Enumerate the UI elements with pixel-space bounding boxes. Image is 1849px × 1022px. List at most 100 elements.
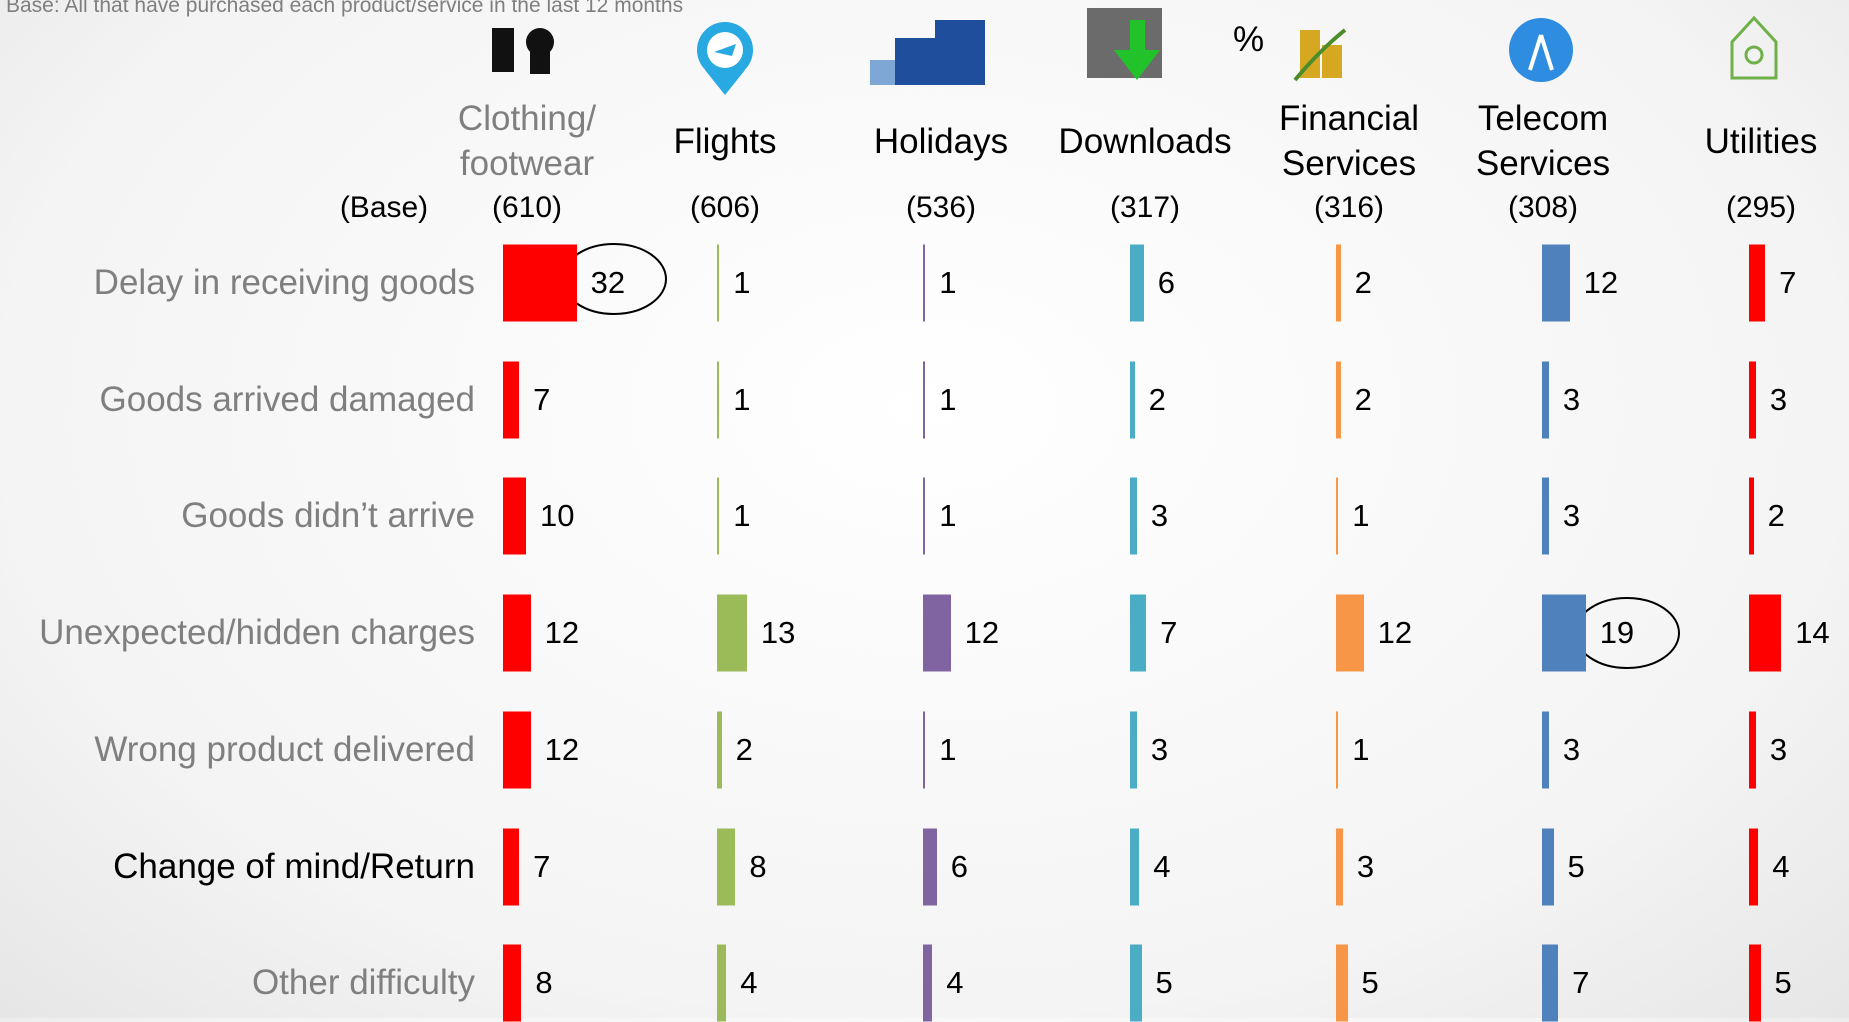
value-label: 13 xyxy=(760,615,796,650)
bar xyxy=(1130,477,1137,555)
value-label: 1 xyxy=(1352,732,1370,767)
base-count: (536) xyxy=(905,191,977,224)
base-count: (308) xyxy=(1507,191,1579,224)
bar xyxy=(503,594,531,672)
bar xyxy=(1336,594,1364,672)
bar xyxy=(717,477,720,555)
row-label: Delay in receiving goods xyxy=(93,263,475,302)
value-label: 7 xyxy=(1572,965,1590,1000)
bar xyxy=(1542,244,1570,322)
bar xyxy=(923,361,926,439)
bar xyxy=(717,828,736,906)
value-label: 5 xyxy=(1155,965,1173,1000)
bar xyxy=(503,244,577,322)
bar xyxy=(1749,361,1756,439)
value-label: 1 xyxy=(939,265,957,300)
column-title: Holidays xyxy=(873,121,1009,161)
value-label: 5 xyxy=(1567,849,1585,884)
row-label: Change of mind/Return xyxy=(113,847,475,886)
row-label: Wrong product delivered xyxy=(94,730,475,769)
bar xyxy=(1749,828,1759,906)
value-label: 4 xyxy=(740,965,758,1000)
bar xyxy=(1749,594,1782,672)
bar xyxy=(1130,594,1147,672)
value-label: 12 xyxy=(544,732,580,767)
value-label: 12 xyxy=(1377,615,1413,650)
bar xyxy=(1130,361,1135,439)
value-label: 1 xyxy=(733,382,751,417)
base-count: (610) xyxy=(491,191,563,224)
bar xyxy=(923,828,937,906)
bar xyxy=(923,244,926,322)
bar xyxy=(923,711,926,789)
value-label: 12 xyxy=(1583,265,1619,300)
bar xyxy=(1542,477,1549,555)
unit-label: % xyxy=(1233,20,1265,59)
value-label: 8 xyxy=(535,965,553,1000)
base-count: (316) xyxy=(1313,191,1385,224)
value-label: 4 xyxy=(946,965,964,1000)
base-count: (606) xyxy=(689,191,761,224)
column-title: Downloads xyxy=(1058,121,1232,161)
holidays-icon xyxy=(870,20,985,85)
flights-icon xyxy=(697,22,753,95)
downloads-icon xyxy=(1087,8,1162,80)
value-label: 4 xyxy=(1153,849,1171,884)
bar xyxy=(1749,244,1766,322)
subtitle: Base: All that have purchased each produ… xyxy=(6,0,684,17)
bar xyxy=(503,477,526,555)
bar xyxy=(717,594,747,672)
value-label: 19 xyxy=(1599,615,1635,650)
value-label: 2 xyxy=(1148,382,1166,417)
value-label: 4 xyxy=(1772,849,1790,884)
row-label: Unexpected/hidden charges xyxy=(39,613,475,652)
value-label: 7 xyxy=(1160,615,1178,650)
value-label: 5 xyxy=(1361,965,1379,1000)
value-label: 7 xyxy=(533,849,551,884)
row-label: Goods didn’t arrive xyxy=(181,496,475,535)
bar xyxy=(1542,361,1549,439)
value-label: 1 xyxy=(733,498,751,533)
value-label: 10 xyxy=(540,498,575,533)
bar xyxy=(717,361,720,439)
value-label: 1 xyxy=(1352,498,1370,533)
bar xyxy=(503,944,522,1022)
bar xyxy=(923,594,951,672)
clothing-icon xyxy=(492,28,554,74)
bar xyxy=(1336,711,1339,789)
row-label: Goods arrived damaged xyxy=(99,380,476,419)
value-label: 5 xyxy=(1774,965,1792,1000)
value-label: 3 xyxy=(1150,498,1169,533)
column-title: Financial Services xyxy=(1278,99,1420,183)
value-label: 3 xyxy=(1562,498,1581,533)
value-label: 1 xyxy=(939,498,957,533)
bar xyxy=(717,944,727,1022)
bar xyxy=(1542,944,1559,1022)
bar xyxy=(1542,711,1549,789)
bar xyxy=(503,361,520,439)
bar xyxy=(1336,944,1348,1022)
column-title: Clothing/ footwear xyxy=(457,99,597,183)
value-label: 8 xyxy=(749,849,767,884)
bar xyxy=(1749,711,1756,789)
bar xyxy=(1749,477,1754,555)
bar xyxy=(1542,828,1554,906)
base-count: (295) xyxy=(1725,191,1797,224)
value-label: 3 xyxy=(1769,732,1788,767)
value-label: 7 xyxy=(1779,265,1797,300)
bar xyxy=(1336,477,1339,555)
value-label: 1 xyxy=(939,732,957,767)
base-label: (Base) xyxy=(339,191,429,224)
value-label: 12 xyxy=(544,615,580,650)
value-label: 1 xyxy=(733,265,751,300)
value-label: 3 xyxy=(1356,849,1375,884)
value-label: 3 xyxy=(1769,382,1788,417)
utilities-icon xyxy=(1730,15,1778,80)
value-label: 2 xyxy=(1767,498,1785,533)
bar xyxy=(1130,244,1144,322)
bar xyxy=(1130,828,1140,906)
base-count: (317) xyxy=(1109,191,1181,224)
bar xyxy=(923,477,926,555)
